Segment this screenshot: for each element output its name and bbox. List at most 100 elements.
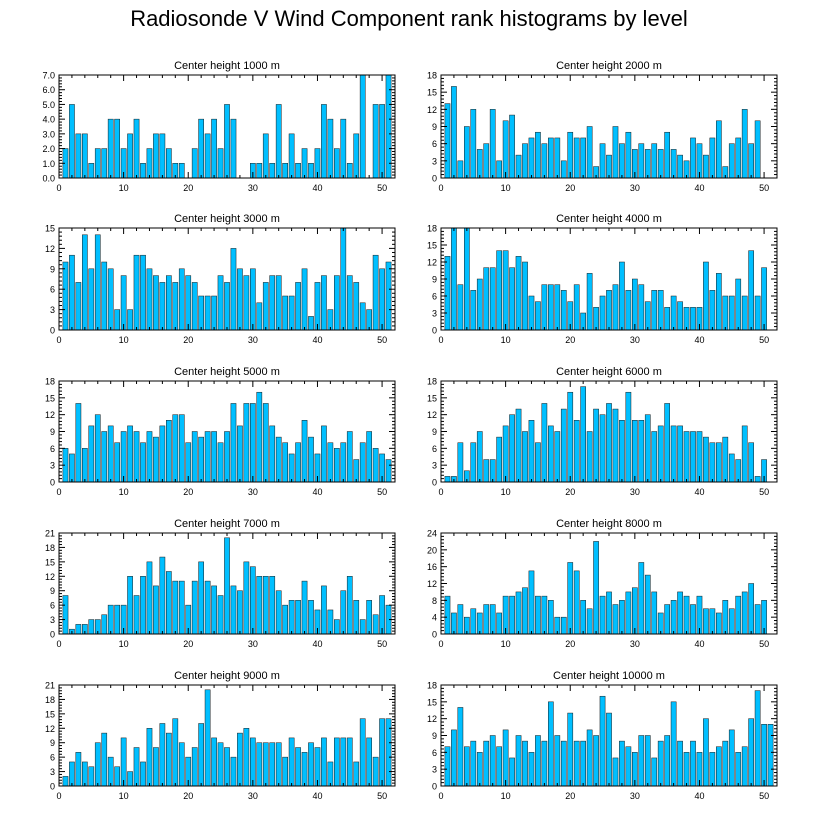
- histogram-bar: [690, 307, 696, 331]
- histogram-bar: [359, 718, 366, 787]
- histogram-bar: [625, 591, 632, 635]
- histogram-bar: [385, 261, 392, 331]
- x-tick-label: 20: [183, 487, 193, 497]
- histogram-bar: [535, 595, 541, 635]
- histogram-bar: [88, 766, 95, 787]
- histogram-bar: [133, 747, 140, 787]
- histogram-bar: [69, 761, 75, 787]
- histogram-bar: [496, 250, 502, 331]
- histogram-bar: [722, 740, 729, 787]
- histogram-bar: [476, 149, 483, 179]
- histogram-bar: [256, 391, 263, 483]
- histogram-bar: [191, 580, 198, 635]
- histogram-bar: [217, 275, 224, 331]
- histogram-bar: [670, 701, 677, 787]
- panel-title: Center height 3000 m: [174, 213, 280, 225]
- x-tick-label: 0: [438, 639, 443, 649]
- x-tick-label: 10: [119, 183, 129, 193]
- histogram-bar: [166, 732, 172, 787]
- x-tick-label: 20: [183, 639, 193, 649]
- histogram-bar: [754, 476, 761, 483]
- histogram-bar: [483, 604, 490, 635]
- histogram-panel-10: Center height 10000 m 0 3 6 9 12 15 18 0 10 20 30 40…: [427, 670, 778, 801]
- histogram-bar: [567, 562, 574, 635]
- histogram-bar: [483, 143, 490, 179]
- x-tick-label: 10: [501, 791, 511, 801]
- histogram-bar: [114, 442, 120, 483]
- histogram-bar: [243, 728, 250, 787]
- histogram-bar: [166, 571, 172, 635]
- histogram-bar: [664, 735, 670, 787]
- histogram-bar: [101, 148, 108, 179]
- histogram-bar: [522, 587, 528, 635]
- histogram-bar: [359, 619, 366, 635]
- y-tick-label: 12: [45, 410, 55, 420]
- x-tick-label: 30: [630, 487, 640, 497]
- histogram-bar: [554, 137, 561, 179]
- histogram-bar: [593, 735, 599, 787]
- y-tick-label: 9: [50, 586, 55, 596]
- histogram-bar: [366, 309, 372, 331]
- histogram-panel-6: Center height 6000 m 0 3 6 9 12 15 18 0 10 20 30 40 5…: [427, 366, 778, 497]
- histogram-bar: [664, 604, 670, 635]
- x-tick-label: 20: [565, 487, 575, 497]
- panel-title: Center height 8000 m: [556, 518, 662, 530]
- y-tick-label: 16: [427, 562, 437, 572]
- histogram-bar: [651, 143, 658, 179]
- y-tick-label: 15: [427, 241, 437, 251]
- histogram-bar: [709, 442, 716, 483]
- histogram-bar: [457, 604, 464, 635]
- histogram-bar: [483, 459, 490, 483]
- histogram-bar: [101, 261, 108, 331]
- histogram-bar: [288, 133, 295, 179]
- x-tick-label: 30: [248, 183, 258, 193]
- main-title: Radiosonde V Wind Component rank histogr…: [130, 6, 688, 31]
- x-tick-label: 30: [630, 639, 640, 649]
- histogram-bar: [75, 624, 82, 635]
- histogram-bar: [709, 752, 716, 787]
- histogram-bar: [509, 414, 515, 483]
- histogram-bar: [275, 275, 282, 331]
- histogram-bar: [735, 137, 742, 179]
- x-tick-label: 10: [501, 183, 511, 193]
- histogram-bar: [172, 414, 179, 483]
- y-tick-label: 15: [45, 393, 55, 403]
- histogram-bar: [69, 254, 75, 331]
- histogram-bar: [127, 133, 133, 179]
- x-tick-label: 10: [119, 335, 129, 345]
- x-tick-label: 50: [759, 335, 769, 345]
- histogram-bar: [224, 282, 230, 331]
- histogram-bar: [127, 425, 133, 483]
- histogram-bar: [677, 425, 683, 483]
- histogram-bar: [159, 425, 166, 483]
- y-tick-label: 15: [45, 709, 55, 719]
- histogram-bar: [127, 576, 133, 635]
- histogram-bar: [334, 737, 340, 787]
- histogram-bar: [696, 431, 703, 483]
- histogram-bar: [346, 163, 353, 179]
- histogram-bar: [372, 104, 379, 179]
- histogram-bar: [716, 273, 722, 331]
- histogram-bar: [625, 391, 632, 483]
- histogram-bar: [703, 261, 709, 331]
- x-tick-label: 50: [759, 791, 769, 801]
- histogram-bar: [690, 137, 696, 179]
- histogram-bar: [282, 604, 288, 635]
- y-tick-label: 12: [427, 579, 437, 589]
- histogram-bar: [541, 284, 548, 331]
- histogram-bar: [243, 275, 250, 331]
- x-tick-label: 30: [248, 335, 258, 345]
- histogram-bar: [632, 420, 638, 483]
- histogram-bar: [62, 595, 69, 635]
- histogram-bar: [496, 746, 502, 787]
- y-tick-label: 0: [432, 630, 437, 640]
- histogram-bar: [703, 608, 709, 635]
- histogram-bar: [204, 689, 211, 787]
- histogram-bar: [515, 408, 522, 483]
- histogram-bar: [470, 442, 477, 483]
- histogram-bar: [314, 282, 321, 331]
- histogram-bar: [541, 595, 548, 635]
- histogram-bar: [709, 137, 716, 179]
- x-tick-label: 40: [312, 487, 322, 497]
- histogram-bar: [619, 261, 625, 331]
